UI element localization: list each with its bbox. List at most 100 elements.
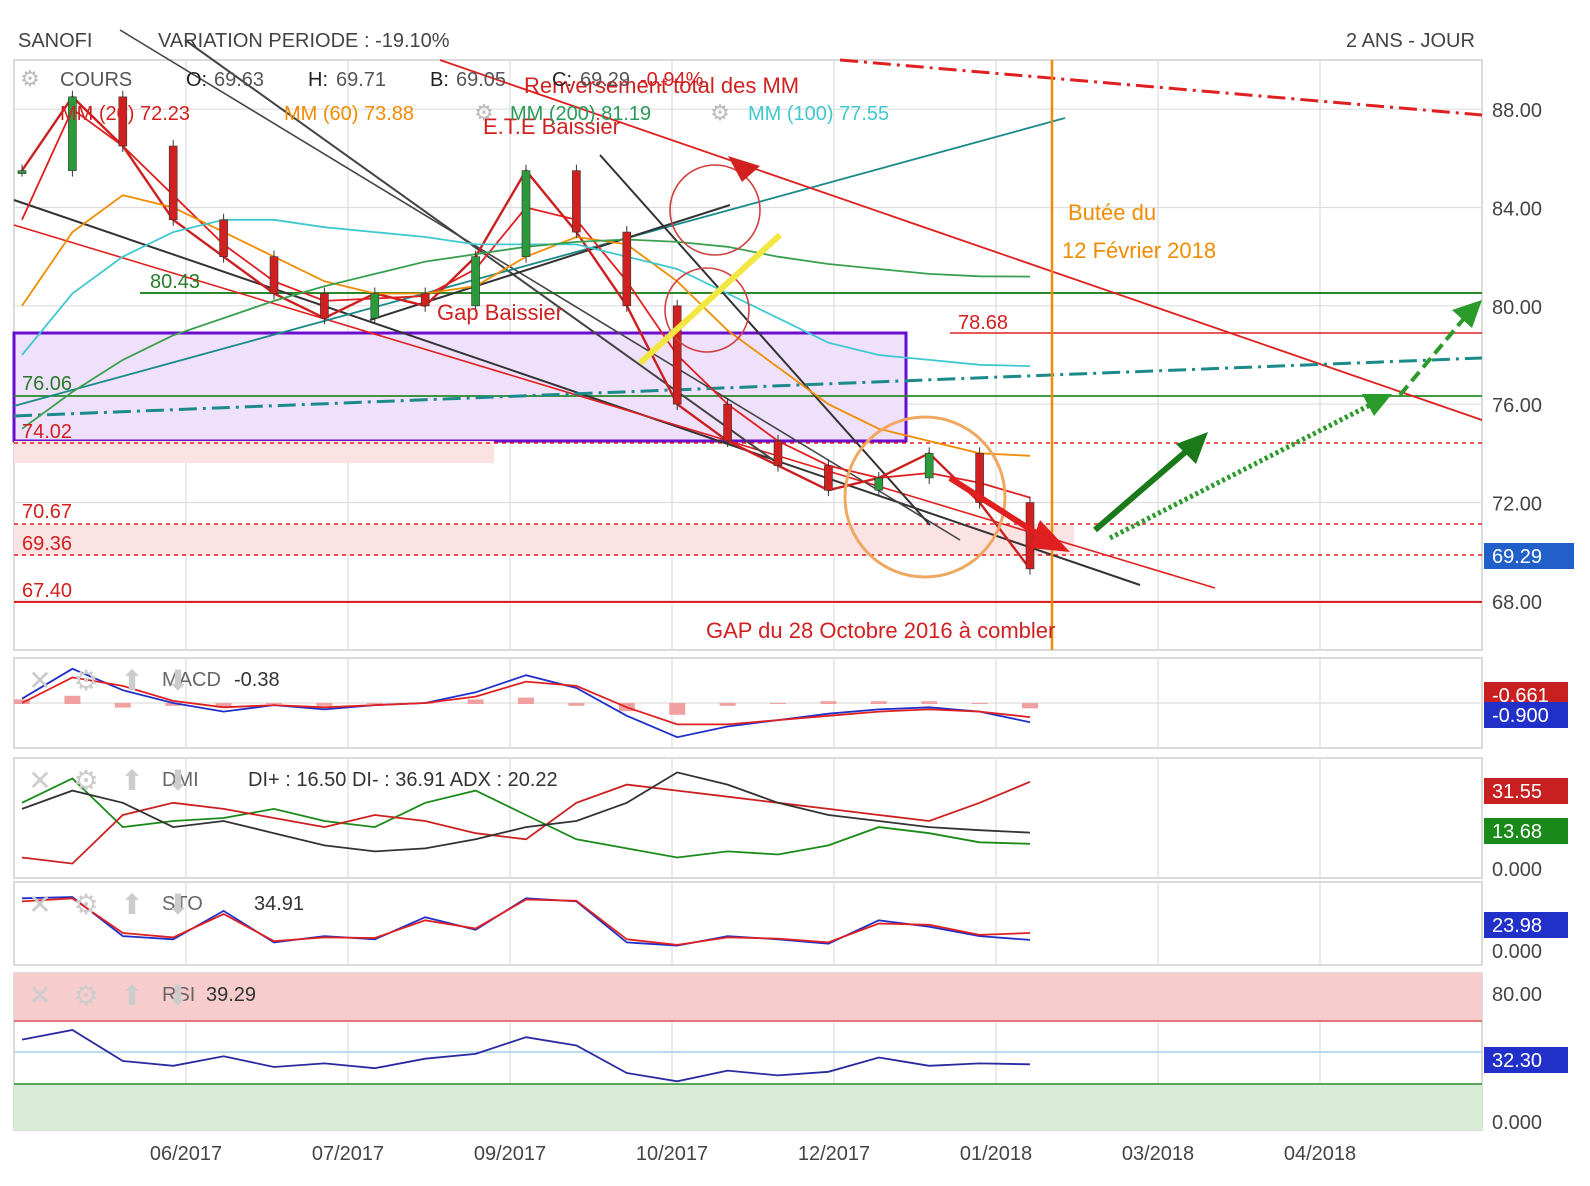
candle-body bbox=[168, 145, 178, 221]
pink-zone-upper bbox=[14, 441, 494, 463]
level-label-69-36: 69.36 bbox=[22, 533, 72, 555]
legend-mm60: MM (60) 73.88 bbox=[284, 103, 414, 125]
macd-label: MACD bbox=[162, 669, 221, 691]
macd-value: -0.38 bbox=[234, 669, 280, 691]
macd-histogram-bar bbox=[467, 699, 484, 704]
sto-tick: 0.000 bbox=[1492, 941, 1542, 963]
rsi-arrow-up-icon: ⬆ bbox=[120, 980, 143, 1011]
macd-histogram-bar bbox=[568, 703, 585, 706]
candle-body bbox=[521, 170, 531, 257]
macd-tag: -0.900 bbox=[1492, 705, 1549, 727]
macd-histogram-bar bbox=[316, 703, 333, 706]
macd-histogram-bar bbox=[770, 703, 786, 704]
macd-histogram-bar bbox=[14, 699, 30, 704]
period-variation: VARIATION PERIODE : -19.10% bbox=[158, 30, 450, 52]
x-tick-label: 03/2018 bbox=[1122, 1143, 1194, 1165]
x-tick-label: 10/2017 bbox=[636, 1143, 708, 1165]
macd-histogram-bar bbox=[669, 703, 686, 715]
y-tick-label: 88.00 bbox=[1492, 100, 1542, 122]
candle-body bbox=[420, 293, 430, 307]
dashdot-teal-line bbox=[13, 356, 1483, 418]
annotation-gap-octobre: GAP du 28 Octobre 2016 à combler bbox=[706, 618, 1055, 643]
candle-body bbox=[824, 465, 833, 491]
x-tick-label: 06/2017 bbox=[150, 1143, 222, 1165]
sto-close-icon: ✕ bbox=[28, 889, 51, 920]
candle-body bbox=[975, 453, 984, 503]
candle-body bbox=[1025, 502, 1035, 570]
legend-gear-cours: ⚙ bbox=[20, 66, 40, 91]
candle-body bbox=[924, 453, 934, 479]
dmi-label: DMI bbox=[162, 769, 199, 791]
legend-o-label: O: bbox=[186, 69, 207, 91]
macd-tag: -0.661 bbox=[1492, 685, 1549, 707]
sto-tag-box bbox=[1484, 912, 1568, 938]
trend-line-dark-4 bbox=[599, 154, 931, 526]
rsi-series-0 bbox=[21, 1029, 1031, 1083]
legend-gear-mm100: ⚙ bbox=[710, 100, 730, 125]
macd-histogram-bar bbox=[719, 703, 736, 706]
candle-body bbox=[219, 219, 228, 257]
macd-histogram-bar bbox=[971, 703, 988, 704]
resistance-line-red bbox=[439, 59, 1483, 421]
macd-series-0 bbox=[21, 667, 1031, 739]
macd-gear-icon: ⚙ bbox=[73, 665, 98, 696]
candle-body bbox=[17, 170, 27, 174]
dmi-series-di bbox=[21, 780, 1031, 865]
x-tick-label: 12/2017 bbox=[798, 1143, 870, 1165]
sto-tag: 23.98 bbox=[1492, 915, 1542, 937]
macd-close-icon: ✕ bbox=[28, 665, 51, 696]
y-tick-label: 80.00 bbox=[1492, 297, 1542, 319]
macd-histogram-bar bbox=[870, 701, 887, 704]
period-selector[interactable]: 2 ANS - JOUR bbox=[1346, 30, 1475, 52]
level-label-76-06: 76.06 bbox=[22, 373, 72, 395]
y-tick-label: 76.00 bbox=[1492, 395, 1542, 417]
dmi-tag: 13.68 bbox=[1492, 821, 1542, 843]
sto-series-1 bbox=[21, 897, 1031, 946]
candle-body bbox=[118, 96, 128, 147]
down-arrow-shaft bbox=[948, 475, 1052, 545]
y-tick-label: 84.00 bbox=[1492, 199, 1542, 221]
reversal-arrow bbox=[728, 156, 760, 182]
dmi-tick: 0.000 bbox=[1492, 859, 1542, 881]
macd-series-1 bbox=[21, 676, 1031, 726]
gap-circle bbox=[664, 267, 750, 353]
macd-histogram-bar bbox=[1022, 703, 1038, 709]
candle-body bbox=[723, 403, 732, 442]
annotation-ete-baissier: E.T.E Baissier bbox=[483, 114, 620, 139]
pink-zone-lower bbox=[14, 524, 1074, 556]
annotation-gap-baissier: Gap Baissier bbox=[437, 300, 563, 325]
level-label-74-02: 74.02 bbox=[22, 421, 72, 443]
dmi-close-icon: ✕ bbox=[28, 765, 51, 796]
candle-body bbox=[874, 477, 884, 491]
rsi-tick: 80.00 bbox=[1492, 984, 1542, 1006]
macd-histogram-bar bbox=[921, 701, 938, 704]
candle-body bbox=[269, 256, 279, 294]
ticker-name: SANOFI bbox=[18, 30, 93, 52]
dotted-arrow-shaft bbox=[1108, 401, 1374, 541]
level-label-67-40: 67.40 bbox=[22, 580, 72, 602]
legend-cours: COURS bbox=[60, 69, 132, 91]
annotation-butee-line1: Butée du bbox=[1068, 200, 1156, 225]
dashdot-red-line bbox=[839, 58, 1483, 117]
dmi-gear-icon: ⚙ bbox=[73, 765, 98, 796]
candle-body bbox=[68, 96, 77, 171]
dmi-panel bbox=[13, 757, 1483, 879]
dmi-arrow-up-icon: ⬆ bbox=[120, 765, 143, 796]
legend-o-value: 69.63 bbox=[214, 69, 264, 91]
annotation-renversement: Renversement total des MM bbox=[524, 73, 799, 98]
legend-b-value: 69.05 bbox=[456, 69, 506, 91]
legend-c-value: 69.29 bbox=[580, 69, 630, 91]
macd-histogram-bar bbox=[366, 703, 383, 704]
legend-gear-mm200: ⚙ bbox=[474, 100, 494, 125]
level-label-70-67: 70.67 bbox=[22, 501, 72, 523]
rsi-oversold-zone bbox=[14, 1084, 1482, 1130]
candle-body bbox=[672, 305, 682, 405]
reversal-circle bbox=[669, 164, 761, 256]
level-label-78-68: 78.68 bbox=[958, 312, 1008, 334]
sto-arrow-up-icon: ⬆ bbox=[120, 889, 143, 920]
candle-body bbox=[370, 293, 380, 319]
rsi-label: RSI bbox=[162, 984, 195, 1006]
macd-arrow-up-icon: ⬆ bbox=[120, 665, 143, 696]
dmi-arrow-down-icon: ⬇ bbox=[166, 765, 189, 796]
long-term-trend-line bbox=[13, 117, 1066, 407]
